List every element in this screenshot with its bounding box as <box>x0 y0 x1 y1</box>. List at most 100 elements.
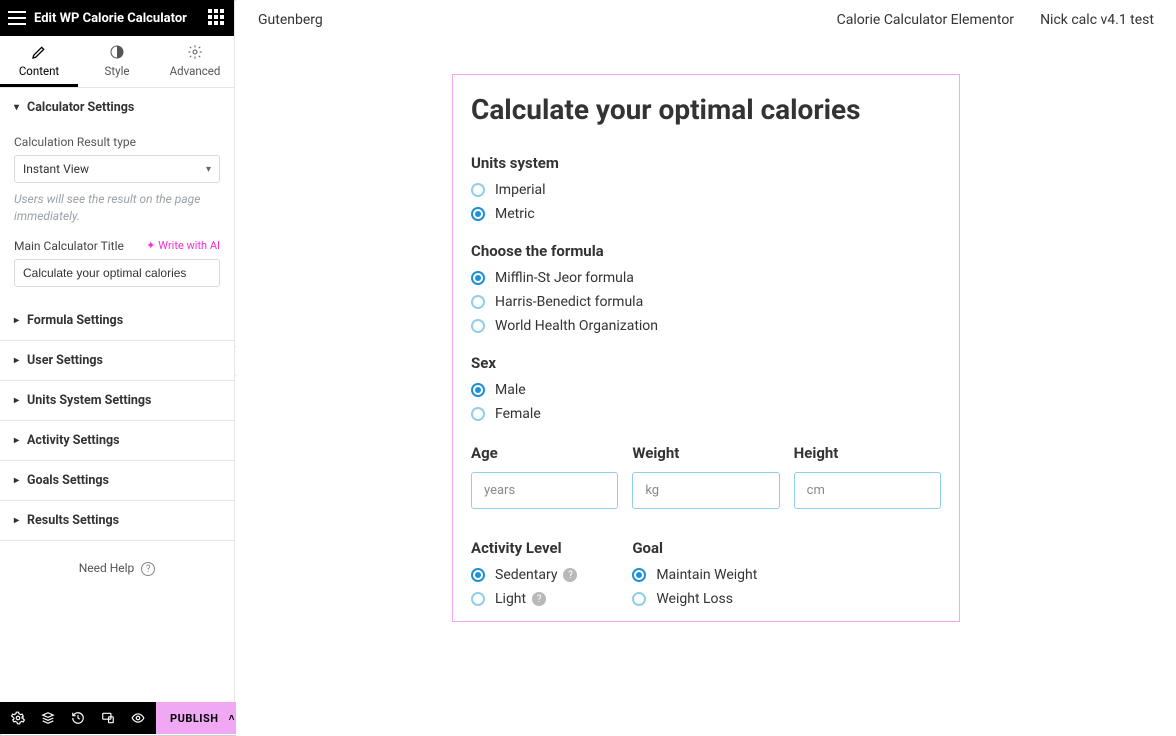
panel-header: Edit WP Calorie Calculator <box>0 0 234 36</box>
editor-panel: Edit WP Calorie Calculator Content Style… <box>0 0 235 734</box>
tab-style-label: Style <box>105 64 130 78</box>
help-icon: ? <box>141 562 155 576</box>
chevron-right-icon: ▸ <box>14 355 19 366</box>
need-help-link[interactable]: Need Help ? <box>0 541 234 597</box>
breadcrumb-item[interactable]: Nick calc v4.1 test <box>1040 12 1154 28</box>
radio-dot <box>632 592 646 606</box>
weight-label: Weight <box>632 444 779 462</box>
height-label: Height <box>794 444 941 462</box>
radio-formula-mifflin[interactable]: Mifflin-St Jeor formula <box>471 270 941 286</box>
tab-style[interactable]: Style <box>78 36 156 87</box>
section-calculator-settings[interactable]: ▾ Calculator Settings <box>0 88 234 127</box>
help-icon[interactable]: ? <box>532 592 546 606</box>
history-icon[interactable] <box>70 710 86 726</box>
goal-head: Goal <box>632 539 779 557</box>
calculator-widget: Calculate your optimal calories Units sy… <box>452 74 960 622</box>
section-title: Goals Settings <box>27 473 109 488</box>
radio-dot <box>471 568 485 582</box>
section-goals-settings[interactable]: ▸ Goals Settings <box>0 461 234 501</box>
preview-icon[interactable] <box>130 710 146 726</box>
navigator-icon[interactable] <box>40 710 56 726</box>
radio-label: Harris-Benedict formula <box>495 294 643 310</box>
age-placeholder: years <box>484 483 515 498</box>
section-formula-settings[interactable]: ▸ Formula Settings <box>0 301 234 341</box>
radio-dot <box>632 568 646 582</box>
menu-icon[interactable] <box>8 9 26 27</box>
result-type-value: Instant View <box>23 162 89 176</box>
panel-body: ▾ Calculator Settings Calculation Result… <box>0 88 234 702</box>
section-units-system-settings[interactable]: ▸ Units System Settings <box>0 381 234 421</box>
radio-goal-loss[interactable]: Weight Loss <box>632 591 779 607</box>
radio-label: Metric <box>495 206 535 222</box>
result-type-select[interactable]: Instant View ▾ <box>14 155 220 183</box>
height-input[interactable]: cm <box>794 472 941 509</box>
radio-dot <box>471 319 485 333</box>
radio-sex-female[interactable]: Female <box>471 406 941 422</box>
widget-title: Calculate your optimal calories <box>471 93 941 126</box>
height-placeholder: cm <box>807 483 825 498</box>
ai-link-label: Write with AI <box>158 239 220 252</box>
breadcrumb-item[interactable]: Calorie Calculator Elementor <box>837 12 1014 28</box>
sparkle-icon: ✦ <box>146 239 155 252</box>
section-title: User Settings <box>27 353 103 368</box>
radio-label: Maintain Weight <box>656 567 757 583</box>
radio-dot <box>471 383 485 397</box>
radio-label: Mifflin-St Jeor formula <box>495 270 634 286</box>
radio-dot <box>471 407 485 421</box>
radio-goal-maintain[interactable]: Maintain Weight <box>632 567 779 583</box>
age-input[interactable]: years <box>471 472 618 509</box>
chevron-up-icon: ˄ <box>229 713 235 724</box>
tab-advanced[interactable]: Advanced <box>156 36 234 87</box>
radio-label: Weight Loss <box>656 591 733 607</box>
radio-sex-male[interactable]: Male <box>471 382 941 398</box>
section-user-settings[interactable]: ▸ User Settings <box>0 341 234 381</box>
radio-label: Sedentary <box>495 567 557 583</box>
radio-dot <box>471 295 485 309</box>
tab-content-label: Content <box>19 64 59 78</box>
activity-head: Activity Level <box>471 539 618 557</box>
radio-units-metric[interactable]: Metric <box>471 206 941 222</box>
section-title: Results Settings <box>27 513 119 528</box>
chevron-right-icon: ▸ <box>14 515 19 526</box>
elements-grid-icon[interactable] <box>208 9 226 27</box>
radio-dot <box>471 592 485 606</box>
settings-icon[interactable] <box>10 710 26 726</box>
radio-dot <box>471 271 485 285</box>
radio-formula-harris[interactable]: Harris-Benedict formula <box>471 294 941 310</box>
chevron-down-icon: ▾ <box>14 102 19 113</box>
radio-label: Male <box>495 382 526 398</box>
publish-button[interactable]: PUBLISH ˄ <box>156 702 243 734</box>
sex-head: Sex <box>471 354 941 372</box>
panel-tabs: Content Style Advanced <box>0 36 234 88</box>
chevron-down-icon: ▾ <box>206 164 211 175</box>
section-title: Units System Settings <box>27 393 151 408</box>
main-title-input[interactable] <box>14 259 220 287</box>
radio-activity-sedentary[interactable]: Sedentary? <box>471 567 618 583</box>
section-title: Calculator Settings <box>27 100 134 115</box>
section-title: Formula Settings <box>27 313 123 328</box>
chevron-right-icon: ▸ <box>14 475 19 486</box>
radio-activity-light[interactable]: Light? <box>471 591 618 607</box>
radio-label: Imperial <box>495 182 546 198</box>
section-activity-settings[interactable]: ▸ Activity Settings <box>0 421 234 461</box>
breadcrumbs: Gutenberg Calorie Calculator Elementor N… <box>236 0 1176 40</box>
tab-content[interactable]: Content <box>0 36 78 87</box>
chevron-right-icon: ▸ <box>14 315 19 326</box>
section-calculator-settings-content: Calculation Result type Instant View ▾ U… <box>0 135 234 301</box>
write-with-ai-link[interactable]: ✦ Write with AI <box>146 239 220 252</box>
help-icon[interactable]: ? <box>563 568 577 582</box>
formula-head: Choose the formula <box>471 242 941 260</box>
radio-dot <box>471 207 485 221</box>
section-results-settings[interactable]: ▸ Results Settings <box>0 501 234 541</box>
radio-units-imperial[interactable]: Imperial <box>471 182 941 198</box>
radio-formula-who[interactable]: World Health Organization <box>471 318 941 334</box>
breadcrumb-item[interactable]: Gutenberg <box>258 12 323 28</box>
responsive-icon[interactable] <box>100 710 116 726</box>
need-help-label: Need Help <box>79 561 135 575</box>
preview-canvas: Gutenberg Calorie Calculator Elementor N… <box>236 0 1176 736</box>
weight-input[interactable]: kg <box>632 472 779 509</box>
result-type-label: Calculation Result type <box>14 135 220 149</box>
chevron-right-icon: ▸ <box>14 395 19 406</box>
radio-label: World Health Organization <box>495 318 658 334</box>
publish-label: PUBLISH <box>170 712 219 725</box>
